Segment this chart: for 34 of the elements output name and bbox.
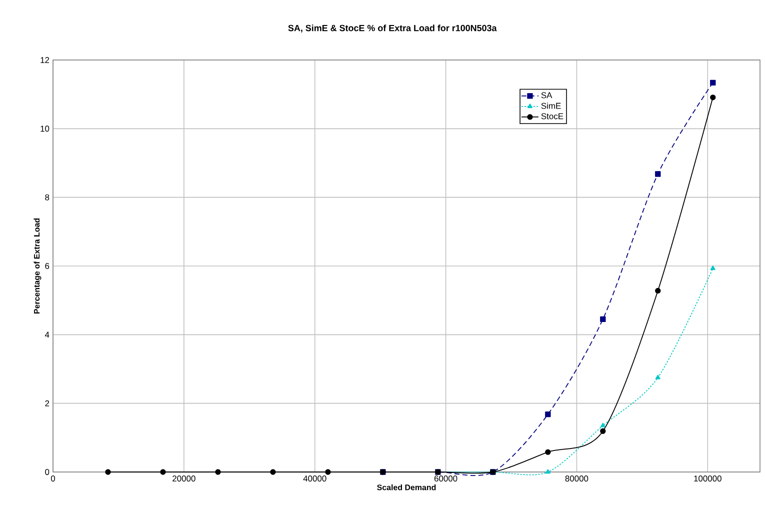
legend-label: SimE <box>541 102 561 109</box>
x-tick-label: 40000 <box>303 476 326 482</box>
y-tick-label: 6 <box>45 263 50 269</box>
point <box>545 449 551 455</box>
x-tick-label: 60000 <box>434 476 458 482</box>
point <box>710 80 716 86</box>
point <box>600 422 606 428</box>
point <box>325 469 331 475</box>
point <box>105 469 111 475</box>
point <box>600 316 606 322</box>
y-tick-label: 10 <box>40 126 50 132</box>
y-tick-label: 0 <box>45 469 50 475</box>
x-tick-label: 80000 <box>565 476 588 482</box>
x-tick-label: 100000 <box>694 476 722 482</box>
point <box>215 469 221 475</box>
point <box>270 469 276 475</box>
point <box>160 469 166 475</box>
point <box>710 94 716 100</box>
point <box>710 266 716 270</box>
point <box>545 411 551 418</box>
y-tick-label: 12 <box>40 57 50 63</box>
point <box>655 374 660 380</box>
legend-label: SA <box>541 92 552 98</box>
x-tick-label: 0 <box>50 476 56 482</box>
chart-title: SA, SimE & StocE % of Extra Load for r100N503a <box>288 24 497 32</box>
y-tick-label: 8 <box>45 194 50 200</box>
point <box>655 288 661 294</box>
x-tick-label: 20000 <box>172 476 196 482</box>
y-tick-label: 4 <box>44 332 50 338</box>
legend-label: StocE <box>541 113 564 120</box>
y-tick-label: 2 <box>45 400 50 406</box>
point <box>600 428 606 434</box>
point <box>655 171 661 177</box>
point <box>545 469 550 474</box>
